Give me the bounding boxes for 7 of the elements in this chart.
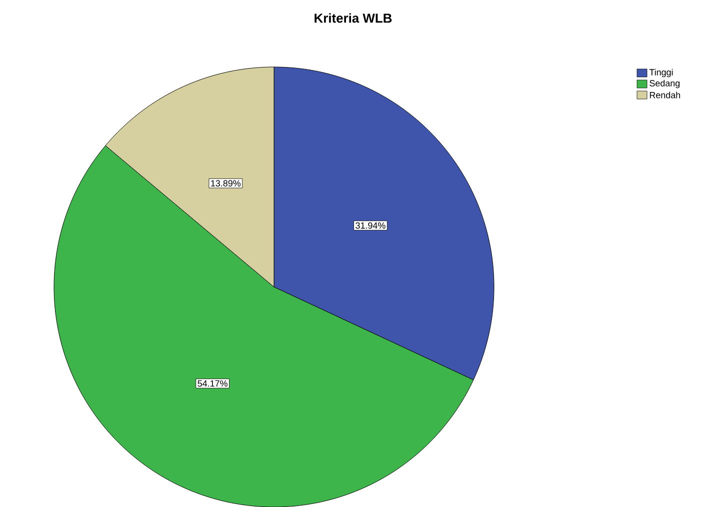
- legend-label: Tinggi: [649, 68, 673, 78]
- data-label: 31.94%: [356, 222, 386, 229]
- data-label: 13.89%: [211, 180, 241, 186]
- legend-label: Rendah: [650, 92, 680, 98]
- legend-label: Sedang: [650, 80, 680, 88]
- chart-title: Kriteria WLB: [314, 13, 392, 23]
- data-label: 54.17%: [198, 380, 228, 387]
